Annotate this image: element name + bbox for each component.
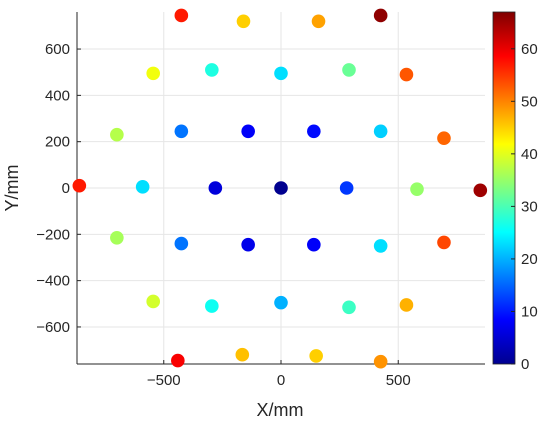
data-point xyxy=(473,183,488,198)
data-point xyxy=(342,300,356,315)
data-point xyxy=(241,237,255,252)
x-tick-label: 500 xyxy=(386,372,411,389)
data-point xyxy=(410,182,424,196)
y-tick-label: −600 xyxy=(36,319,70,336)
data-point xyxy=(342,63,356,77)
data-point xyxy=(437,235,451,250)
x-tick-label: 0 xyxy=(277,372,285,389)
colorbar-tick-label: 10 xyxy=(521,303,538,320)
data-point xyxy=(437,131,451,146)
data-point xyxy=(373,239,388,253)
data-point xyxy=(339,181,354,195)
data-point xyxy=(311,14,326,29)
data-point xyxy=(399,67,414,82)
colorbar: 0 10 20 30 40 50 60 xyxy=(492,11,538,373)
data-point xyxy=(110,230,124,245)
data-point xyxy=(373,354,388,369)
x-tick-label: −500 xyxy=(147,372,181,389)
y-tick-label: 600 xyxy=(45,41,70,58)
data-point xyxy=(174,124,189,139)
tick-labels: −500 0 500 −600 −400 −200 0 200 400 600 xyxy=(36,41,411,389)
data-points xyxy=(72,8,488,369)
data-point xyxy=(307,237,321,252)
data-point xyxy=(373,124,388,139)
colorbar-tick-label: 40 xyxy=(521,146,538,163)
data-point xyxy=(174,8,189,23)
data-point xyxy=(274,295,288,310)
colorbar-tick-label: 60 xyxy=(521,41,538,58)
data-point xyxy=(399,298,414,312)
data-point xyxy=(146,294,161,309)
data-point xyxy=(309,349,323,363)
data-point xyxy=(373,8,388,23)
data-point xyxy=(72,178,87,193)
y-tick-label: 0 xyxy=(62,180,70,197)
data-point xyxy=(171,353,185,368)
data-point xyxy=(208,181,223,195)
data-point xyxy=(135,180,150,194)
data-point xyxy=(174,236,189,251)
data-point xyxy=(274,66,288,81)
data-point xyxy=(307,124,321,139)
x-axis-title: X/mm xyxy=(257,400,304,420)
y-tick-label: −400 xyxy=(36,273,70,290)
data-point xyxy=(235,347,250,362)
colorbar-gradient xyxy=(492,11,516,365)
data-point xyxy=(205,63,219,77)
data-point xyxy=(241,124,255,139)
colorbar-tick-label: 20 xyxy=(521,251,538,268)
colorbar-tick-label: 50 xyxy=(521,93,538,110)
data-point xyxy=(274,181,288,195)
y-tick-label: 200 xyxy=(45,134,70,151)
data-point xyxy=(236,14,251,29)
y-axis-title: Y/mm xyxy=(2,165,22,212)
colorbar-tick-label: 30 xyxy=(521,198,538,215)
y-tick-label: 400 xyxy=(45,87,70,104)
colorbar-tick-label: 0 xyxy=(521,356,529,373)
data-point xyxy=(110,127,124,142)
data-point xyxy=(146,66,161,81)
data-point xyxy=(205,299,219,313)
y-tick-label: −200 xyxy=(36,226,70,243)
